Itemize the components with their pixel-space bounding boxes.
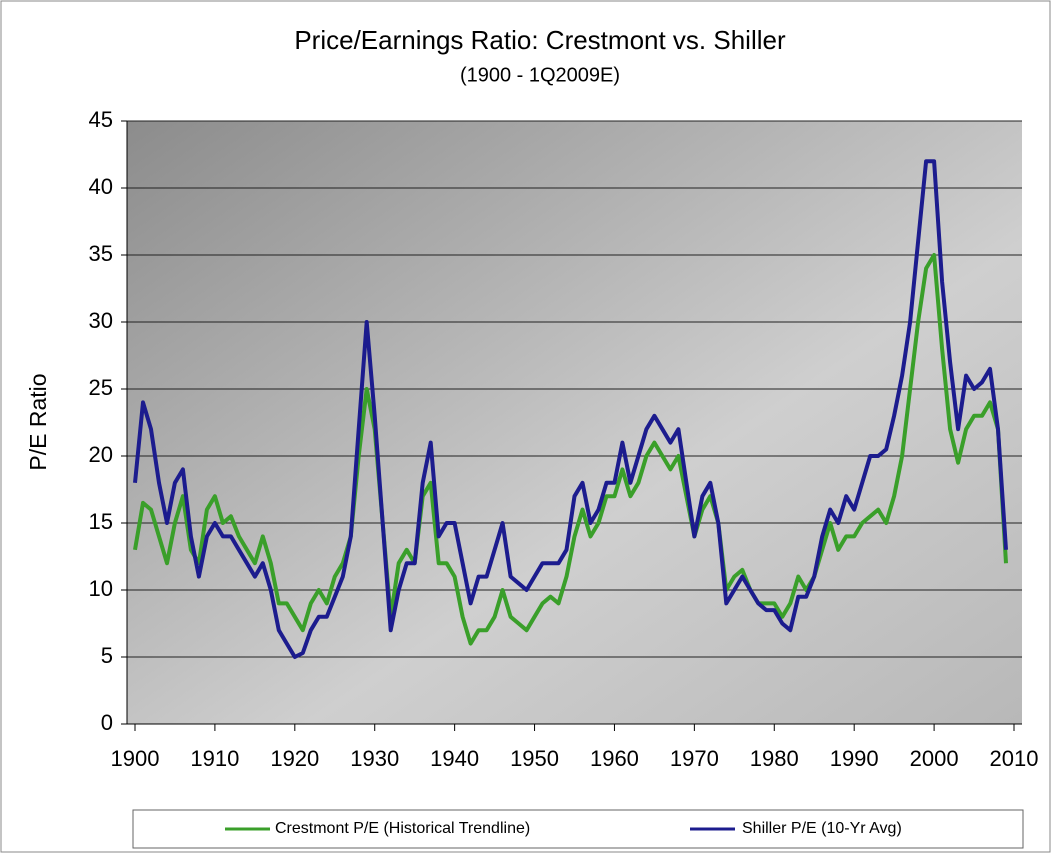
y-tick-label: 15 [89, 509, 113, 534]
x-tick-label: 1920 [270, 746, 319, 771]
series-line [133, 253, 1008, 646]
x-tick-label: 2010 [990, 746, 1039, 771]
x-tick-label: 1970 [670, 746, 719, 771]
x-tick-label: 1950 [510, 746, 559, 771]
x-tick-label: 1990 [830, 746, 879, 771]
x-tick-label: 1960 [590, 746, 639, 771]
y-tick-label: 35 [89, 241, 113, 266]
legend-label: Crestmont P/E (Historical Trendline) [275, 820, 530, 837]
plot-area [127, 121, 1022, 724]
x-tick-label: 1980 [750, 746, 799, 771]
x-tick-label: 1910 [190, 746, 239, 771]
y-tick-label: 0 [101, 710, 113, 735]
x-tick-label: 1900 [111, 746, 160, 771]
series-line [133, 159, 1008, 659]
y-tick-label: 5 [101, 643, 113, 668]
y-tick-label: 10 [89, 576, 113, 601]
x-tick-label: 2000 [910, 746, 959, 771]
chart-title: Price/Earnings Ratio: Crestmont vs. Shil… [294, 25, 786, 55]
x-tick-label: 1930 [350, 746, 399, 771]
y-tick-label: 40 [89, 174, 113, 199]
legend [132, 809, 1024, 849]
y-tick-label: 45 [89, 107, 113, 132]
y-tick-label: 20 [89, 442, 113, 467]
y-tick-label: 30 [89, 308, 113, 333]
y-axis-label: P/E Ratio [25, 373, 51, 470]
legend-label: Shiller P/E (10-Yr Avg) [742, 820, 902, 837]
chart-subtitle: (1900 - 1Q2009E) [460, 64, 620, 86]
x-tick-label: 1940 [430, 746, 479, 771]
y-tick-label: 25 [89, 375, 113, 400]
